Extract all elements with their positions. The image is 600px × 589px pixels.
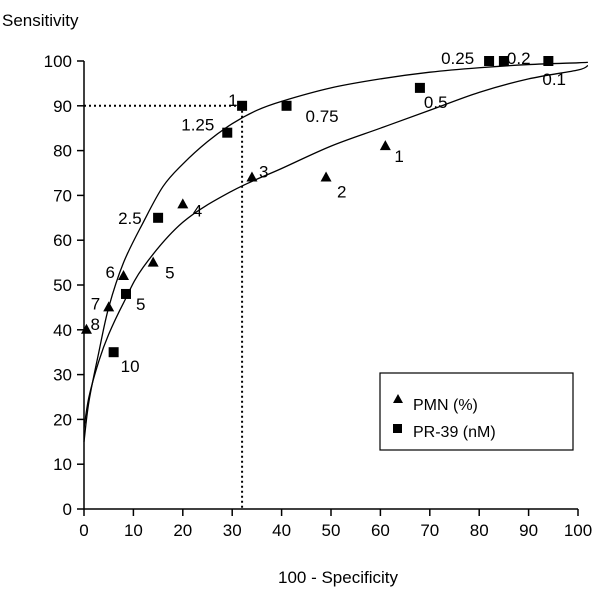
- x-tick-label: 0: [79, 521, 88, 540]
- legend-label-pmn: PMN (%): [413, 397, 478, 414]
- reference-lines: [84, 104, 244, 509]
- y-tick-label: 80: [53, 142, 72, 161]
- y-tick-label: 100: [44, 52, 72, 71]
- tick-labels: 0 10 20 30 40 50 60 70 80 90 100 0 10 20 30 40 50 60 70 80 9…: [44, 52, 593, 540]
- pr39-point: [484, 56, 495, 66]
- pr39-point: [108, 347, 119, 358]
- x-tick-label: 60: [371, 521, 390, 540]
- pr39-point-label: 5: [136, 295, 145, 314]
- pr39-point: [543, 56, 554, 66]
- y-tick-label: 50: [53, 276, 72, 295]
- y-tick-label: 70: [53, 186, 72, 205]
- pmn-point-label: 5: [165, 264, 174, 283]
- pmn-point-label: 6: [106, 263, 115, 282]
- pmn-point: [118, 270, 130, 281]
- pr39-point-label: 0.75: [306, 107, 339, 126]
- pr39-point-label: 0.25: [441, 49, 474, 68]
- legend-triangle-marker: [393, 394, 403, 403]
- x-tick-label: 50: [322, 521, 341, 540]
- pr39-point-label: 0.1: [542, 70, 566, 89]
- pmn-point-label: 2: [337, 182, 346, 201]
- pr39-point-label: 1.25: [181, 116, 214, 135]
- pr39-point-label: 0.2: [507, 49, 531, 68]
- pr39-point: [120, 288, 131, 299]
- axes: [77, 60, 579, 516]
- pmn-point: [379, 140, 391, 151]
- pr39-point-label: 10: [121, 357, 140, 376]
- x-tick-label: 100: [564, 521, 592, 540]
- pmn-point: [103, 301, 115, 312]
- pr39-point-label: 1: [228, 91, 237, 110]
- x-tick-label: 20: [173, 521, 192, 540]
- pr39-point: [414, 82, 425, 93]
- y-tick-label: 0: [63, 500, 72, 519]
- pr39-point: [222, 127, 233, 138]
- legend: PMN (%) PR-39 (nM): [379, 372, 574, 451]
- data-points: [80, 56, 554, 358]
- x-tick-label: 40: [272, 521, 291, 540]
- legend-square-marker: [393, 424, 402, 433]
- pmn-point-label: 3: [259, 162, 268, 181]
- pmn-point: [320, 171, 332, 182]
- y-tick-label: 60: [53, 231, 72, 250]
- y-tick-label: 10: [53, 455, 72, 474]
- x-tick-label: 30: [223, 521, 242, 540]
- pmn-fit-curve: [83, 64, 589, 429]
- x-tick-label: 70: [420, 521, 439, 540]
- y-tick-label: 20: [53, 410, 72, 429]
- pr39-point: [153, 212, 164, 223]
- pmn-point-label: 4: [193, 201, 202, 220]
- pr39-point: [237, 100, 248, 111]
- pmn-point: [80, 323, 92, 334]
- pmn-point-label: 8: [90, 315, 99, 334]
- y-tick-label: 90: [53, 97, 72, 116]
- x-tick-label: 80: [470, 521, 489, 540]
- legend-label-pr39: PR-39 (nM): [413, 424, 496, 441]
- x-axis-title: 100 - Specificity: [278, 568, 398, 587]
- x-tick-label: 10: [124, 521, 143, 540]
- point-labels: 8 76 5 4 3 2 1 10 5 2.5 1.25 1 0.75 0.5 0.25 0.2 0.1: [90, 49, 566, 376]
- pmn-point: [246, 171, 258, 182]
- y-tick-label: 30: [53, 366, 72, 385]
- pmn-point: [147, 256, 159, 267]
- pr39-point: [498, 56, 509, 66]
- pr39-point-label: 0.5: [424, 93, 448, 112]
- pmn-point-label: 7: [91, 294, 100, 313]
- pr39-point-label: 2.5: [118, 209, 142, 228]
- x-tick-label: 90: [519, 521, 538, 540]
- y-tick-label: 40: [53, 321, 72, 340]
- pmn-point: [177, 198, 189, 209]
- y-axis-title: Sensitivity: [2, 11, 79, 30]
- legend-box: [379, 372, 574, 451]
- pmn-point-label: 1: [394, 147, 403, 166]
- pr39-point: [281, 100, 292, 111]
